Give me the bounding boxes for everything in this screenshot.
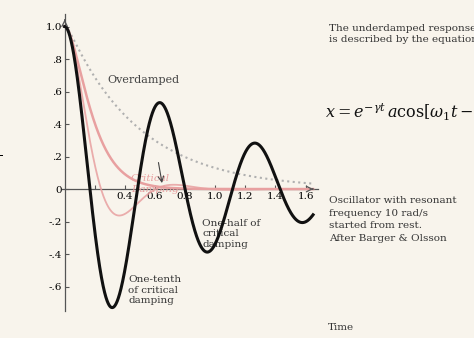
- Text: One-tenth
of critical
damping: One-tenth of critical damping: [128, 275, 181, 305]
- Text: Time: Time: [328, 323, 354, 332]
- Text: $x = e^{-\gamma t}\,a\cos\!\left[\omega_1 t - \alpha\right]$: $x = e^{-\gamma t}\,a\cos\!\left[\omega_…: [325, 101, 474, 123]
- Text: $\dfrac{x}{x_0}$: $\dfrac{x}{x_0}$: [0, 141, 2, 171]
- Text: One-half of
critical
damping: One-half of critical damping: [202, 219, 261, 248]
- Text: Overdamped: Overdamped: [108, 75, 180, 85]
- Text: Oscillator with resonant
frequency 10 rad/s
started from rest.
After Barger & Ol: Oscillator with resonant frequency 10 ra…: [329, 196, 457, 243]
- Text: The underdamped response of the oscillator
is described by the equation:: The underdamped response of the oscillat…: [329, 24, 474, 45]
- Text: Critical
Damping: Critical Damping: [131, 174, 178, 194]
